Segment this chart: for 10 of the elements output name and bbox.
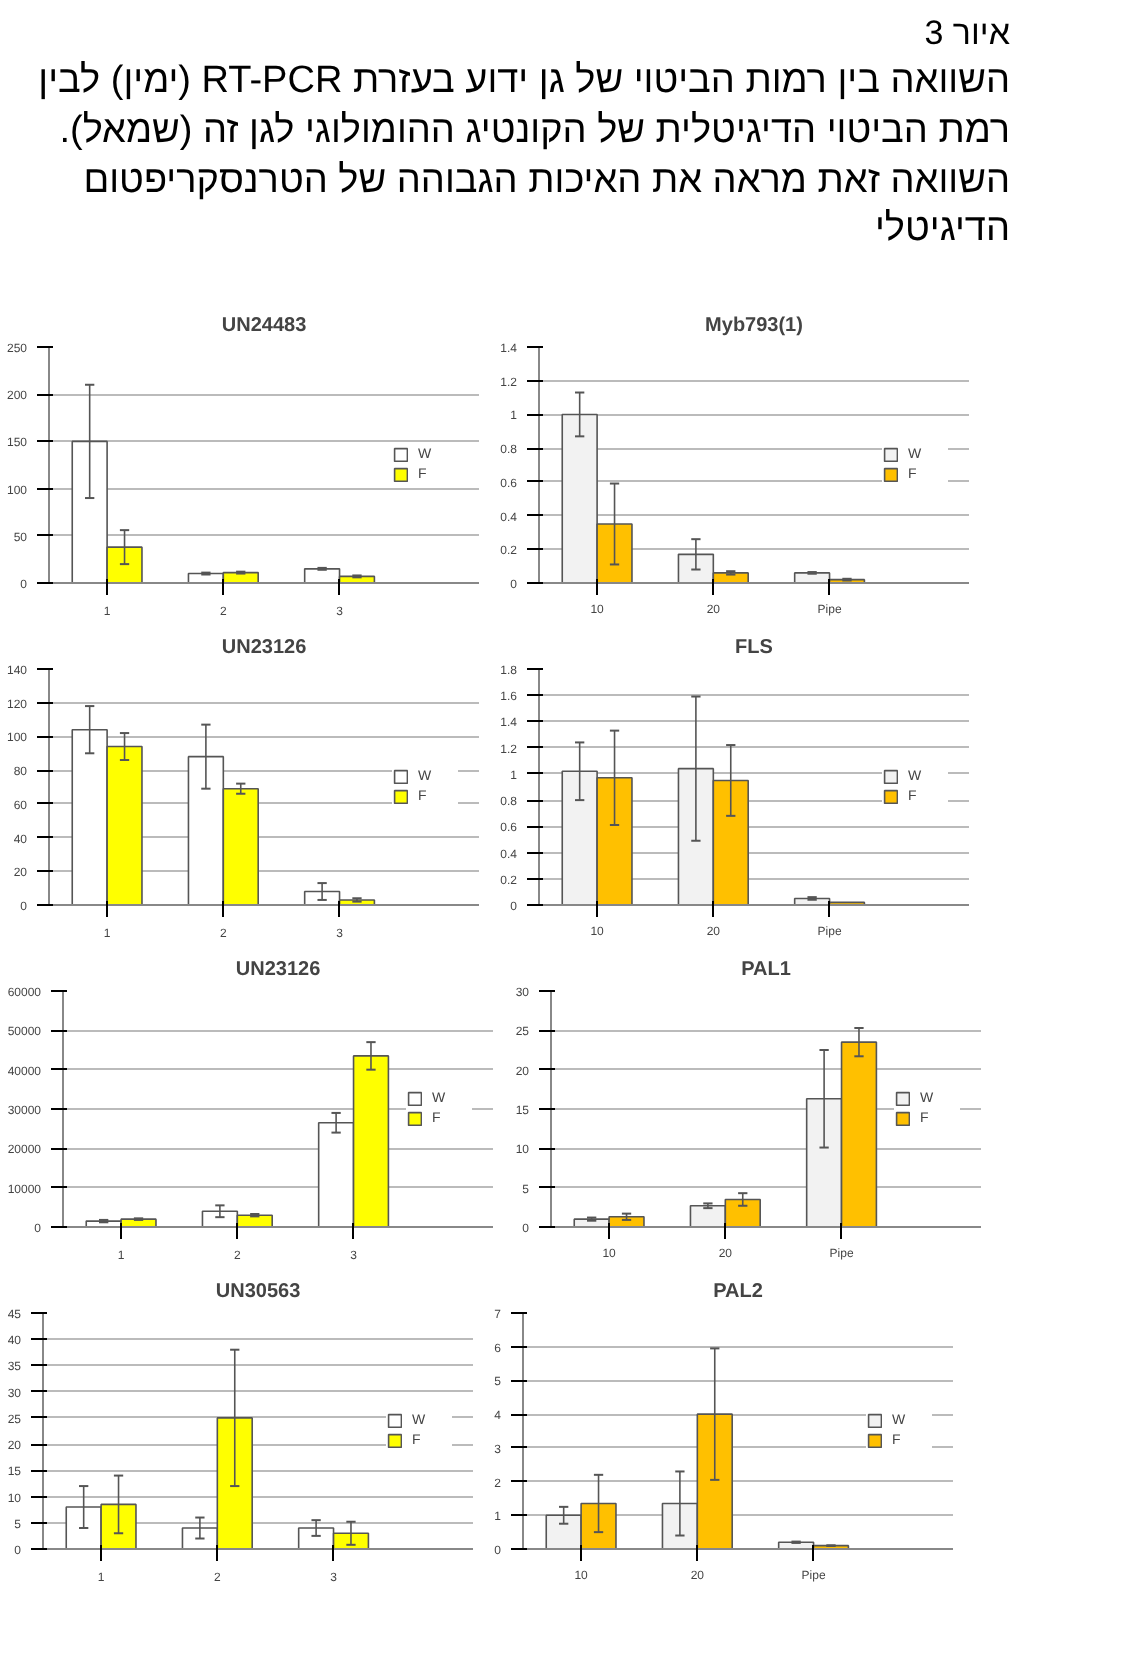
chart-title: Myb793(1) (705, 315, 803, 337)
chart-title: UN23126 (235, 959, 322, 981)
chart-title: UN23126 (221, 637, 308, 659)
chart-title: FLS (735, 637, 774, 659)
text: איור 3 (922, 12, 1010, 56)
chart-title: UN30563 (215, 1281, 302, 1303)
chart-title: UN24483 (221, 315, 308, 337)
chart-title: PAL2 (713, 1281, 764, 1303)
chart-title: PAL1 (741, 959, 792, 981)
text: השוואה בין רמות הביטוי של גן ידוע בעזרת RT-PCR (ימין) לבין רמת הביטוי הדיגיטלית של הקונטיג ההומולוגי לגן זה (שמאל). השוואה זאת מראה את האיכות הגבוהה של הטרנסקריפטום הדיגיטלי (36, 58, 1010, 255)
